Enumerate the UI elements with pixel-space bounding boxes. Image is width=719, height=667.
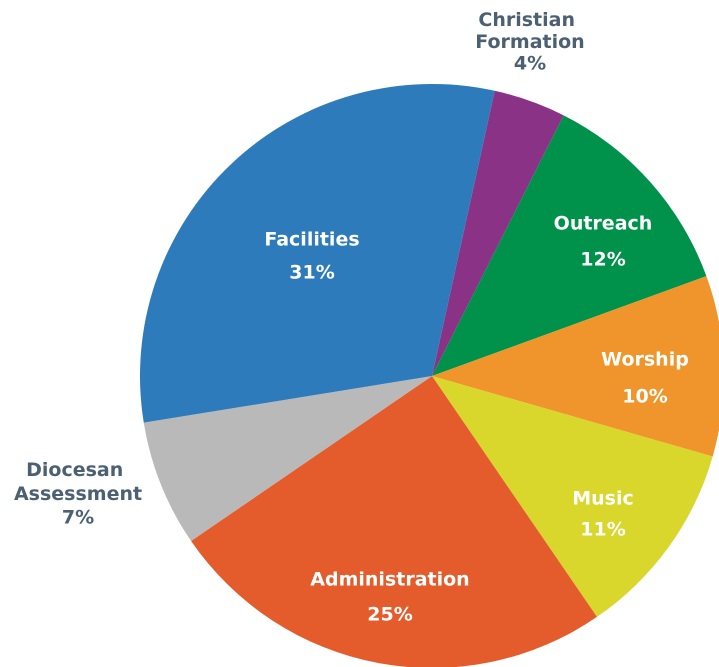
slice-label: Music (572, 488, 634, 510)
pie-slice (191, 376, 597, 667)
slice-value-label: 7% (62, 507, 94, 529)
pie-slice (143, 376, 432, 541)
label-line: Assessment (14, 483, 142, 505)
pie-slice (432, 376, 713, 617)
pie-slice (432, 115, 707, 377)
slice-value-label: 12% (580, 249, 625, 271)
pie-slice (432, 90, 564, 376)
slice-label: Christian Formation (475, 9, 584, 53)
slice-label: Diocesan Assessment (14, 459, 142, 505)
label-line: Diocesan (26, 459, 130, 481)
slice-value-label: 4% (514, 53, 546, 75)
slice-value-label: 10% (622, 386, 667, 408)
label-line: Formation (475, 31, 584, 53)
slice-value-label: 31% (289, 262, 334, 284)
slice-value-label: 11% (580, 519, 625, 541)
label-line: Christian (478, 9, 581, 31)
slice-value-label: 25% (367, 604, 412, 626)
slice-label: Administration (310, 569, 469, 591)
slice-label: Outreach (554, 213, 653, 235)
slice-label: Worship (601, 349, 689, 371)
pie-slice (432, 276, 719, 457)
slice-label: Facilities (264, 229, 359, 251)
pie-slice (139, 84, 495, 423)
